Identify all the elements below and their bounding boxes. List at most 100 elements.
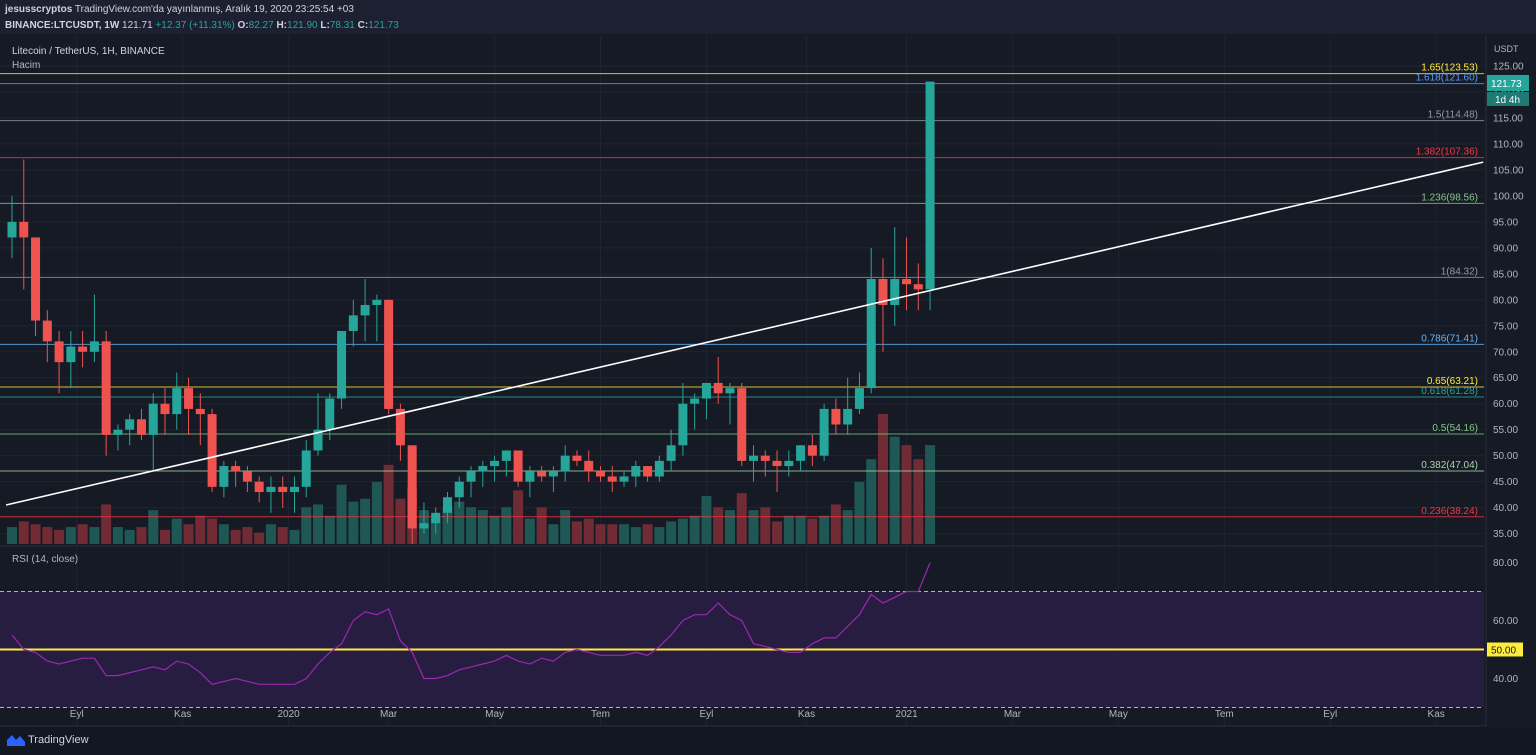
volume-bar [724,510,735,544]
price-tick-label: 50.00 [1493,451,1518,462]
volume-bar [713,507,724,544]
candle-body [713,382,723,394]
tradingview-brand[interactable]: TradingView [28,734,89,746]
volume-bar [736,493,747,544]
candle-body [831,408,841,425]
candle-body [525,471,535,482]
volume-bar [466,507,477,544]
candle-body [54,341,64,363]
volume-bar [42,527,53,544]
price-tick-label: 80.00 [1493,295,1518,306]
candle-body [42,320,52,342]
volume-bar [548,524,559,544]
price-tick-label: 110.00 [1493,139,1523,150]
volume-bar [242,527,253,544]
price-tick-label: 75.00 [1493,321,1518,332]
candle-body [325,398,335,430]
fib-level-label: 1.618(121.60) [1416,73,1478,84]
candle-body [442,497,452,513]
volume-bar [560,510,571,544]
volume-bar [783,515,794,544]
fib-level-label: 0.382(47.04) [1421,460,1478,471]
candle-body [490,460,500,467]
tradingview-logo-icon[interactable] [6,733,26,747]
axes: 35.00 40.00 45.00 50.00 55.00 60.00 65.00 70.00… [0,36,1529,727]
countdown-label: 1d 4h [1495,95,1520,106]
author-name[interactable]: jesusscryptos [5,4,73,15]
candle-body [572,455,582,461]
candle-body [466,471,476,482]
price-tick-label: 90.00 [1493,243,1518,254]
price-change: +12.37 (+11.31%) [155,20,235,31]
volume-bar [748,510,759,544]
price-tick-label: 45.00 [1493,477,1518,488]
low-value: 78.31 [329,20,355,31]
candle-body [7,221,17,238]
volume-bar [171,518,182,544]
volume-legend: Hacim [12,60,40,71]
candle-body [160,403,170,415]
volume-bar [854,481,865,544]
candle-body [560,455,570,472]
candle-body [231,466,241,472]
trendline[interactable] [5,161,1484,506]
rsi-tick-label: 40.00 [1493,674,1518,685]
volume-bar [54,529,65,544]
volume-bar [301,507,312,544]
candle-body [760,455,770,461]
close-value: 121.73 [368,20,399,31]
candle-body [807,445,817,456]
candle-body [678,403,688,446]
candle-body [607,476,617,482]
candle-body [878,279,888,305]
volume-bar [218,524,229,544]
time-tick-label: Eyl [70,709,84,720]
candle-body [619,476,629,482]
candle-body [866,279,876,389]
volume-bar [442,507,453,544]
rsi-midline-label: 50.00 [1491,646,1516,657]
volume-bar [877,414,888,544]
volume-bar [807,518,818,544]
candle-body [454,481,464,498]
candle-body [737,388,747,461]
fib-level-label: 1.5(114.48) [1428,110,1478,121]
candle-body [784,460,794,467]
volume-bar [654,527,665,544]
candle-body [854,388,864,409]
candle-body [19,221,29,238]
volume-bar [265,524,276,544]
open-label: O: [237,20,249,31]
price-tick-label: 105.00 [1493,165,1524,176]
price-tick-label: 125.00 [1493,61,1524,72]
candle-body [772,460,782,467]
candle-body [890,279,900,305]
high-value: 121.90 [287,20,318,31]
candle-body [643,466,653,477]
time-tick-label: Tem [1215,709,1234,720]
price-tick-label: 35.00 [1493,529,1518,540]
candle-body [372,299,382,305]
volume-bar [289,529,300,544]
chart-legend-title: Litecoin / TetherUS, 1H, BINANCE [12,46,165,57]
volume-bar [795,515,806,544]
high-label: H: [276,20,288,31]
time-tick-label: Mar [380,709,398,720]
candle-body [148,403,158,435]
time-tick-label: May [485,709,504,720]
volume-bar [124,529,135,544]
candle-body [384,299,394,409]
fib-level-label: 1(84.32) [1441,266,1478,277]
candle-body [66,346,76,363]
volume-bar [65,527,76,544]
volume-bar [195,515,206,544]
volume-bar [501,507,512,544]
volume-bar [395,498,406,544]
footer [0,727,1536,755]
volume-bar [277,527,288,544]
volume-bar [324,515,335,544]
volume-bar [666,521,677,544]
volume-bar [313,504,324,544]
volume-bar [830,504,841,544]
